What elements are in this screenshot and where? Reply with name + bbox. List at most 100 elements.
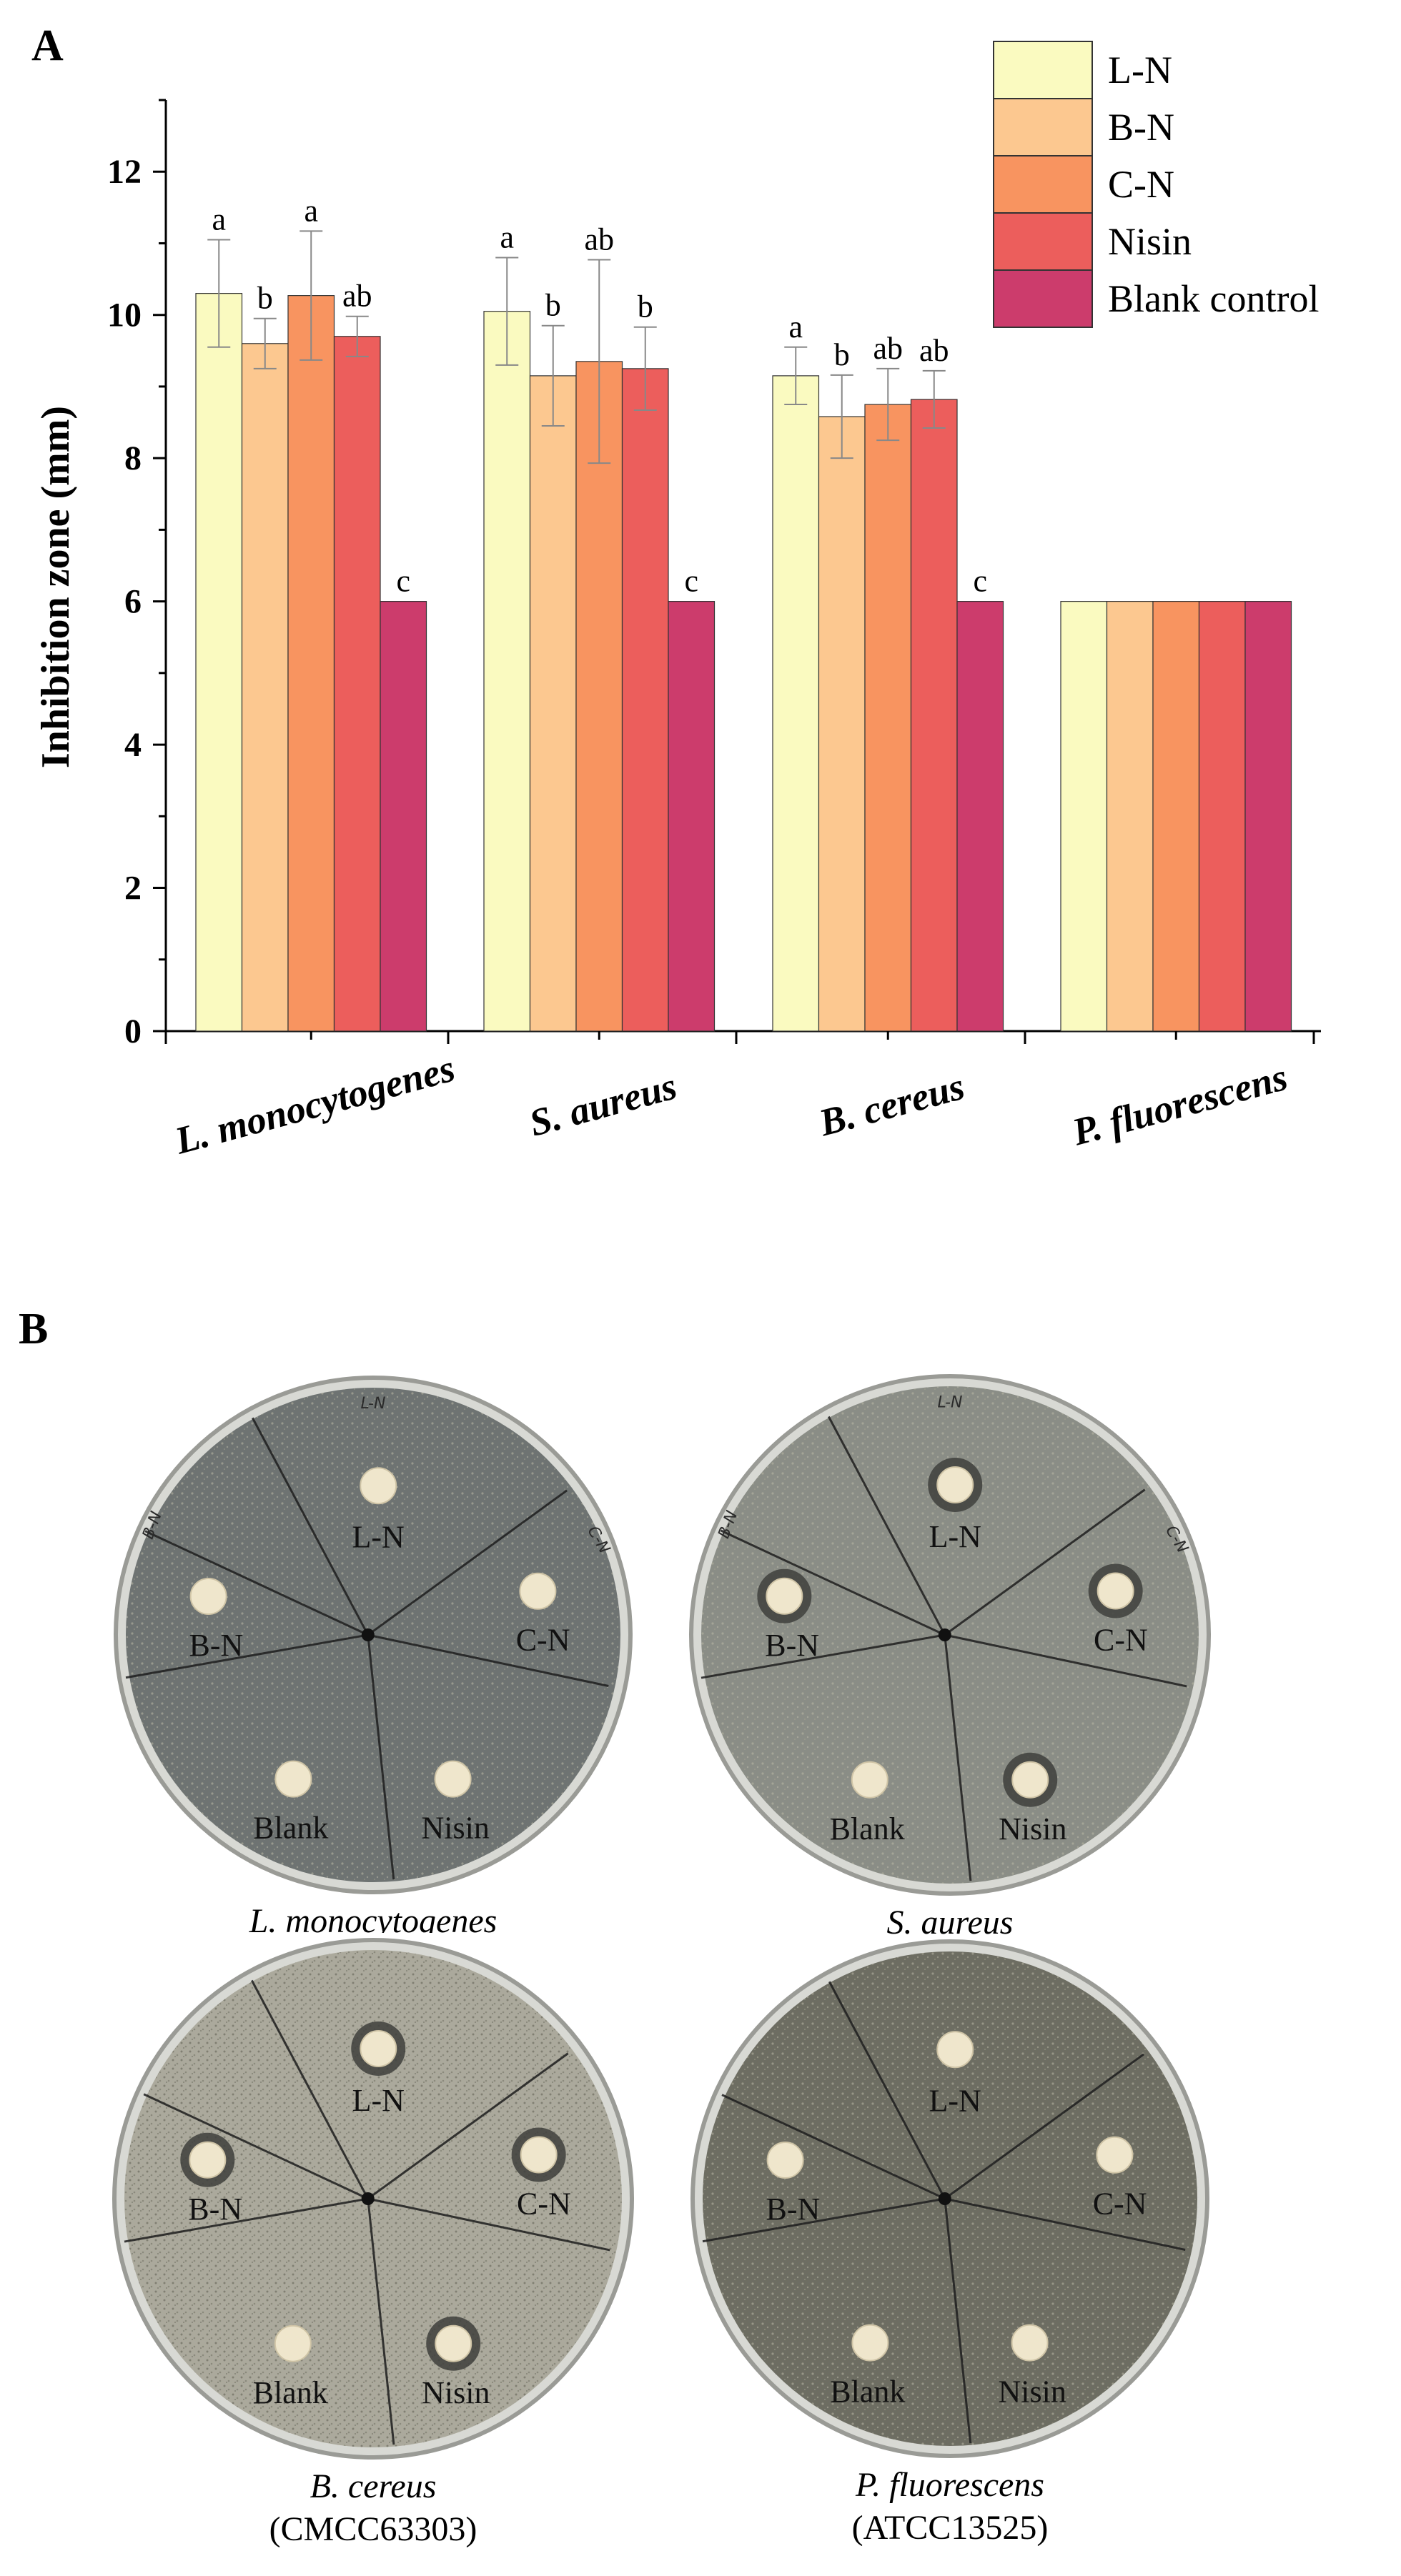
bar-nisin-l-monocytogenes (333, 336, 381, 1032)
handwritten-label: L-N (361, 1395, 386, 1413)
panel-b-label: B (19, 1305, 48, 1353)
category-label-b-cereus: B. cereus (814, 1065, 969, 1145)
bar-c-n-b-cereus (864, 404, 912, 1032)
legend-swatch-nisin (993, 212, 1093, 271)
paper-disc-blank (274, 1760, 312, 1798)
significance-label: b (834, 337, 850, 372)
bar-b-n-s-aureus (529, 375, 577, 1032)
y-tick-label: 12 (107, 153, 142, 191)
y-tick-label: 8 (124, 439, 142, 477)
legend-swatch-l-n (993, 41, 1093, 99)
marker-line (702, 2197, 946, 2243)
significance-label: a (500, 220, 514, 255)
chart-legend: L-N B-N C-N Nisin Blank control (993, 41, 1319, 328)
disc-label-b-n: B-N (188, 2192, 242, 2227)
bar-b-n-l-monocytogenes (241, 343, 289, 1032)
disc-label-c-n: C-N (517, 2187, 571, 2222)
disc-label-blank: Blank (830, 1811, 905, 1846)
marker-line (251, 1417, 370, 1636)
bar-l-n-s-aureus (483, 311, 531, 1032)
paper-disc-l-n (936, 2031, 974, 2069)
disc-label-c-n: C-N (1094, 1623, 1148, 1658)
bar-blank-control-l-monocytogenes (380, 601, 427, 1032)
marker-line (944, 1634, 972, 1881)
disc-label-nisin: Nisin (999, 2374, 1066, 2409)
disc-label-nisin: Nisin (422, 2375, 490, 2410)
paper-disc-l-n (360, 2030, 397, 2068)
marker-line (944, 1488, 1146, 1636)
paper-disc-l-n (360, 1467, 397, 1505)
petri-plate-p-fluorescens: L-N B-N C-N Blank Nisin P. fluorescens (ATCC13… (685, 1934, 1214, 2547)
legend-swatch-blank-control (993, 269, 1093, 328)
paper-disc-b-n (766, 1577, 803, 1615)
bar-blank-control-b-cereus (956, 601, 1004, 1032)
category-label-l-monocytogenes: L. monocytogenes (170, 1047, 460, 1163)
significance-label: ab (342, 279, 372, 314)
significance-label: c (396, 564, 410, 599)
bar-blank-control-p-fluorescens (1244, 601, 1292, 1032)
significance-label: ab (584, 222, 614, 257)
bar-c-n-p-fluorescens (1152, 601, 1200, 1032)
legend-label-l-n: L-N (1108, 49, 1172, 91)
marker-line (124, 2197, 369, 2243)
significance-label: a (212, 202, 226, 237)
bar-c-n-l-monocytogenes (287, 295, 335, 1032)
disc-label-l-n: L-N (352, 1520, 405, 1555)
bar-l-n-p-fluorescens (1060, 601, 1108, 1032)
y-tick-label: 4 (124, 726, 142, 764)
significance-label: a (788, 309, 803, 344)
category-label-p-fluorescens: P. fluorescens (1067, 1055, 1292, 1154)
y-tick-label: 0 (124, 1013, 142, 1050)
center-mark (361, 2192, 375, 2205)
category-label-s-aureus: S. aureus (525, 1064, 680, 1144)
legend-swatch-c-n (993, 155, 1093, 214)
paper-disc-c-n (1096, 2136, 1134, 2174)
disc-label-blank: Blank (253, 2375, 328, 2410)
significance-label: a (304, 193, 318, 228)
marker-line (367, 1633, 609, 1687)
marker-line (944, 1633, 1187, 1688)
disc-label-blank: Blank (253, 1810, 328, 1845)
handwritten-label: L-N (938, 1393, 963, 1411)
paper-disc-nisin (1011, 1761, 1049, 1799)
legend-label-b-n: B-N (1108, 106, 1174, 149)
center-mark (938, 2192, 951, 2205)
marker-line (721, 2094, 946, 2200)
disc-label-nisin: Nisin (999, 1811, 1066, 1846)
bar-b-n-p-fluorescens (1106, 601, 1154, 1032)
y-axis-label: Inhibition zone (mm) (34, 406, 78, 768)
y-tick-label: 6 (124, 583, 142, 621)
bar-blank-control-s-aureus (668, 601, 716, 1032)
legend-label-c-n: C-N (1108, 163, 1174, 206)
paper-disc-b-n (189, 1578, 227, 1615)
disc-label-b-n: B-N (766, 2192, 821, 2227)
marker-line (367, 1489, 568, 1636)
paper-disc-nisin (1011, 2324, 1049, 2362)
paper-disc-blank (274, 2324, 312, 2362)
significance-label: b (545, 288, 561, 323)
significance-label: b (257, 281, 273, 316)
marker-line (367, 1634, 395, 1880)
disc-label-b-n: B-N (189, 1628, 244, 1663)
marker-line (367, 2052, 569, 2200)
disc-label-l-n: L-N (929, 2084, 981, 2119)
bar-b-n-b-cereus (818, 416, 866, 1032)
disc-label-l-n: L-N (352, 2083, 405, 2118)
marker-line (367, 2198, 395, 2445)
bar-nisin-s-aureus (621, 368, 669, 1032)
significance-label: ab (919, 333, 949, 368)
marker-line (125, 1633, 369, 1679)
petri-plate-b-cereus: L-N B-N C-N Blank Nisin B. cereus (CMCC63303) (107, 1933, 639, 2548)
paper-disc-b-n (766, 2142, 804, 2179)
disc-label-c-n: C-N (1093, 2187, 1147, 2222)
disc-label-blank: Blank (830, 2374, 905, 2409)
marker-line (944, 2198, 972, 2444)
significance-label: c (973, 564, 987, 599)
legend-label-nisin: Nisin (1108, 220, 1192, 263)
paper-disc-c-n (520, 2136, 558, 2174)
marker-line (143, 2093, 369, 2200)
center-mark (361, 1628, 375, 1641)
